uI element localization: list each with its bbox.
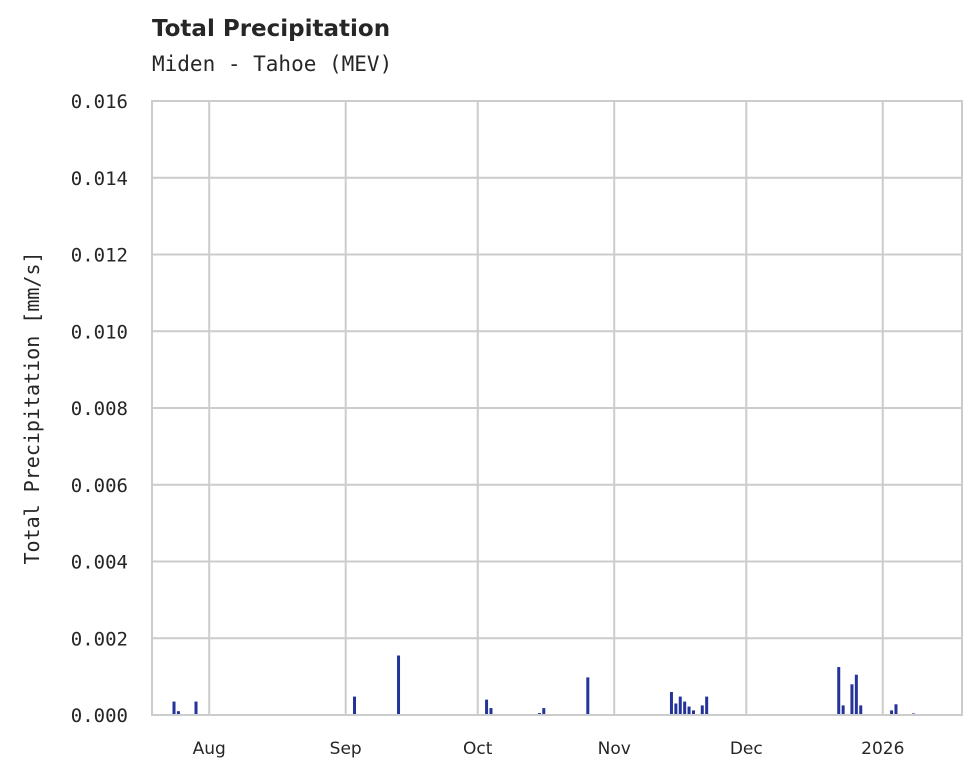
precip-bar: [489, 708, 493, 715]
precip-bar: [669, 691, 673, 715]
y-axis-ticks: 0.000 0.002 0.004 0.006 0.008 0.010 0.012 0.014…: [71, 91, 128, 727]
x-tick-label: Oct: [463, 739, 493, 759]
x-tick-label: 2026: [861, 739, 904, 759]
x-tick-label: Dec: [730, 739, 763, 759]
precip-bar: [683, 701, 687, 715]
precip-bar: [837, 667, 841, 715]
precip-bar: [894, 704, 898, 715]
precip-bar: [687, 706, 691, 715]
precip-bar: [700, 705, 704, 715]
y-tick-label: 0.014: [71, 168, 128, 190]
x-tick-label: Sep: [330, 739, 362, 759]
plot-frame: [151, 100, 963, 716]
precip-bar: [850, 684, 854, 715]
y-tick-label: 0.016: [71, 91, 128, 113]
y-tick-label: 0.004: [71, 552, 128, 574]
precipitation-bars: [172, 655, 916, 715]
precip-bar: [674, 703, 678, 715]
x-tick-label: Aug: [193, 739, 226, 759]
precip-bar: [890, 710, 894, 715]
precip-bar: [854, 674, 858, 715]
chart-subtitle: Miden - Tahoe (MEV): [152, 52, 393, 76]
precip-bar: [194, 701, 198, 715]
precip-bar: [705, 696, 709, 715]
precip-bar: [841, 705, 845, 715]
y-tick-label: 0.012: [71, 245, 128, 267]
precip-bar: [859, 705, 863, 715]
precip-bar: [397, 655, 401, 715]
x-axis-ticks: Aug Sep Oct Nov Dec 2026: [193, 739, 905, 759]
precip-bar: [485, 699, 489, 715]
precip-bar: [678, 696, 682, 715]
precip-bar: [353, 696, 356, 715]
precip-bar: [176, 711, 180, 715]
y-tick-label: 0.002: [71, 628, 128, 650]
y-tick-label: 0.008: [71, 398, 128, 420]
precip-bar: [586, 677, 590, 715]
precip-bar: [172, 701, 176, 715]
x-tick-label: Nov: [598, 739, 631, 759]
precip-bar: [542, 708, 546, 715]
precip-bar: [691, 710, 695, 715]
y-tick-label: 0.000: [71, 705, 128, 727]
gridlines: [152, 100, 962, 716]
y-tick-label: 0.010: [71, 321, 128, 343]
y-tick-label: 0.006: [71, 475, 128, 497]
chart-title: Total Precipitation: [152, 16, 391, 42]
